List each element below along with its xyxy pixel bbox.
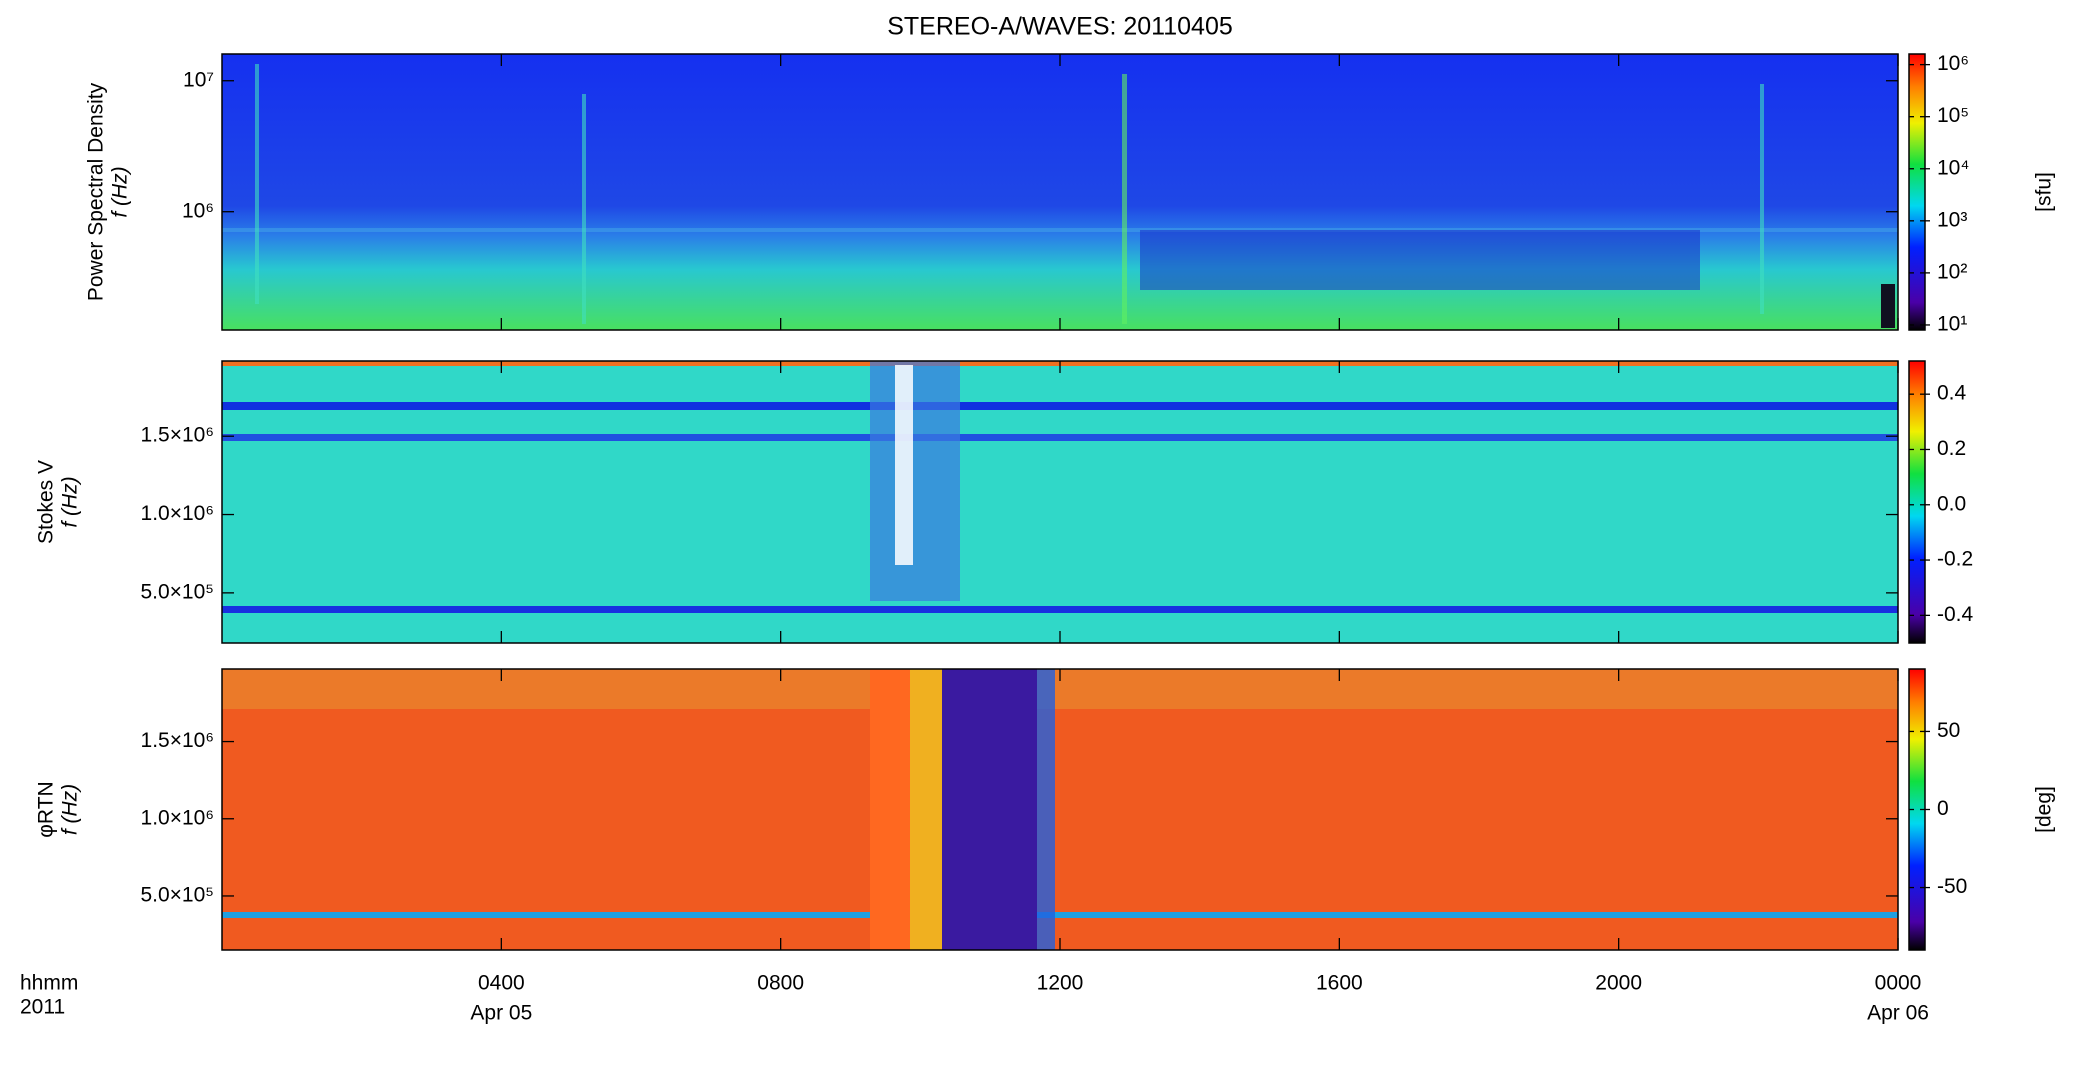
y-axis-label: Power Spectral Density	[85, 82, 108, 301]
colorbar	[1909, 54, 1925, 950]
spectrogram-image	[222, 361, 1898, 643]
colorbar-tick-label: 50	[1937, 719, 1960, 742]
y-tick-label: 1.5×10⁶	[141, 424, 214, 447]
x-tick-label: 1600	[1316, 972, 1363, 995]
x-date-label: Apr 06	[1867, 1002, 1929, 1025]
y-tick-label: 5.0×10⁵	[140, 580, 214, 603]
x-tick-label: 1200	[1037, 972, 1084, 995]
colorbar-tick-label: 0.4	[1937, 382, 1967, 405]
colorbar-tick-label: 0.2	[1937, 437, 1966, 460]
y-axis-label: φRTN	[35, 781, 58, 837]
colorbar-label: [deg]	[2033, 786, 2056, 833]
colorbar-tick-label: 0.0	[1937, 492, 1966, 515]
colorbar-tick-label: 10⁵	[1937, 104, 1969, 127]
x-unit-label: hhmm	[20, 972, 78, 995]
x-tick-label: 2000	[1595, 972, 1642, 995]
colorbar-frame	[1908, 360, 1926, 644]
colorbar-tick-label: 10²	[1937, 260, 1967, 283]
x-tick-label: 0800	[757, 972, 804, 995]
colorbar-tick-label: 10¹	[1937, 313, 1967, 336]
y-axis-label: Stokes V	[35, 460, 58, 544]
x-date-label: Apr 05	[470, 1002, 532, 1025]
y-axis-label: f (Hz)	[59, 476, 82, 527]
x-year-label: 2011	[20, 996, 65, 1019]
x-tick-label: 0400	[478, 972, 525, 995]
colorbar-tick-label: -0.4	[1937, 603, 1974, 626]
colorbar-tick-label: 10³	[1937, 208, 1967, 231]
y-tick-label: 10⁶	[182, 199, 214, 222]
y-tick-label: 10⁷	[183, 68, 214, 91]
y-tick-label: 1.0×10⁶	[141, 806, 214, 829]
y-tick-label: 1.5×10⁶	[141, 729, 214, 752]
chart-title: STEREO-A/WAVES: 20110405	[887, 13, 1233, 41]
colorbar-tick-label: 0	[1937, 797, 1949, 820]
y-axis-label: f (Hz)	[109, 166, 132, 217]
x-tick-label: 0000	[1875, 972, 1922, 995]
colorbar-frame	[1908, 53, 1926, 331]
y-tick-label: 1.0×10⁶	[141, 502, 214, 525]
colorbar-tick-label: -50	[1937, 875, 1967, 898]
y-tick-label: 5.0×10⁵	[140, 884, 214, 907]
colorbar-tick-label: 10⁶	[1937, 52, 1969, 75]
colorbar-tick-label: 10⁴	[1937, 156, 1969, 179]
spectrogram-image	[222, 669, 1898, 950]
y-axis-label: f (Hz)	[59, 784, 82, 835]
colorbar-tick-label: -0.2	[1937, 548, 1973, 571]
colorbar-label: [sfu]	[2033, 172, 2056, 212]
spectrogram-image	[222, 54, 1898, 330]
